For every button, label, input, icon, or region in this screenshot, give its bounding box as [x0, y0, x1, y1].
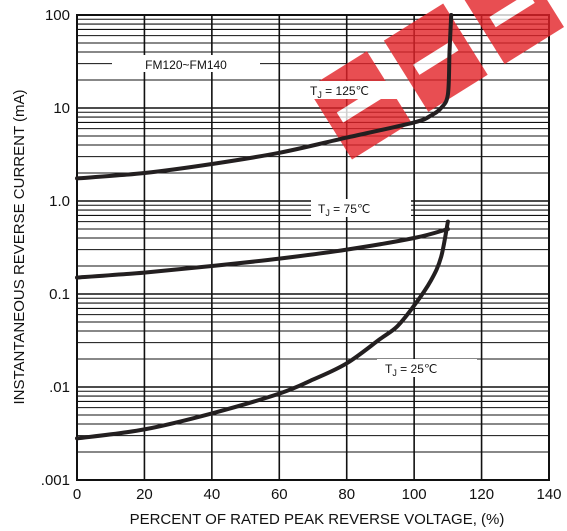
curve-tj-125-label: TJ = 125℃ [310, 84, 369, 100]
tick-labels: 0 20 40 60 80 100 120 140 .001 .01 0.1 1.0 10 100 [41, 7, 562, 503]
plot-frame [76, 14, 550, 481]
curve-tj-75 [75, 227, 450, 280]
y-tick-label: 0.1 [49, 286, 70, 303]
x-tick-label: 60 [271, 486, 288, 503]
curves: FM120~FM140 TJ = 125℃ TJ = 75℃ TJ = 25℃ [75, 13, 477, 441]
y-axis-label: INSTANTANEOUS REVERSE CURRENT (mA) [11, 89, 28, 404]
curve-tj-125 [75, 13, 454, 181]
curve-tj-25-label-bg [377, 359, 477, 377]
x-tick-label: 0 [73, 486, 81, 503]
x-tick-label: 100 [402, 486, 427, 503]
x-tick-label: 40 [204, 486, 221, 503]
y-tick-label: 100 [45, 7, 70, 24]
curve-tj-125-label-bg [303, 81, 398, 99]
watermark-logo [307, 0, 565, 160]
watermark-shape [307, 0, 565, 160]
y-tick-label: .01 [49, 379, 70, 396]
x-tick-label: 20 [136, 486, 153, 503]
device-annotation: FM120~FM140 [145, 58, 227, 72]
x-axis-label: PERCENT OF RATED PEAK REVERSE VOLTAGE, (… [130, 511, 505, 528]
y-tick-label: 1.0 [49, 193, 70, 210]
device-annotation-bg [112, 55, 260, 72]
x-tick-label: 120 [469, 486, 494, 503]
curve-tj-75-label: TJ = 75℃ [318, 202, 370, 218]
watermark-cut-mid [413, 40, 459, 75]
y-tick-label: .001 [41, 472, 70, 489]
y-tick-label: 10 [53, 100, 70, 117]
curve-tj-75-label-bg [311, 199, 411, 217]
x-tick-label: 140 [536, 486, 561, 503]
x-tick-label: 80 [338, 486, 355, 503]
curve-tj-25-label: TJ = 25℃ [385, 362, 437, 378]
watermark-cut-right [489, 0, 535, 28]
curve-tj-25 [75, 219, 450, 441]
